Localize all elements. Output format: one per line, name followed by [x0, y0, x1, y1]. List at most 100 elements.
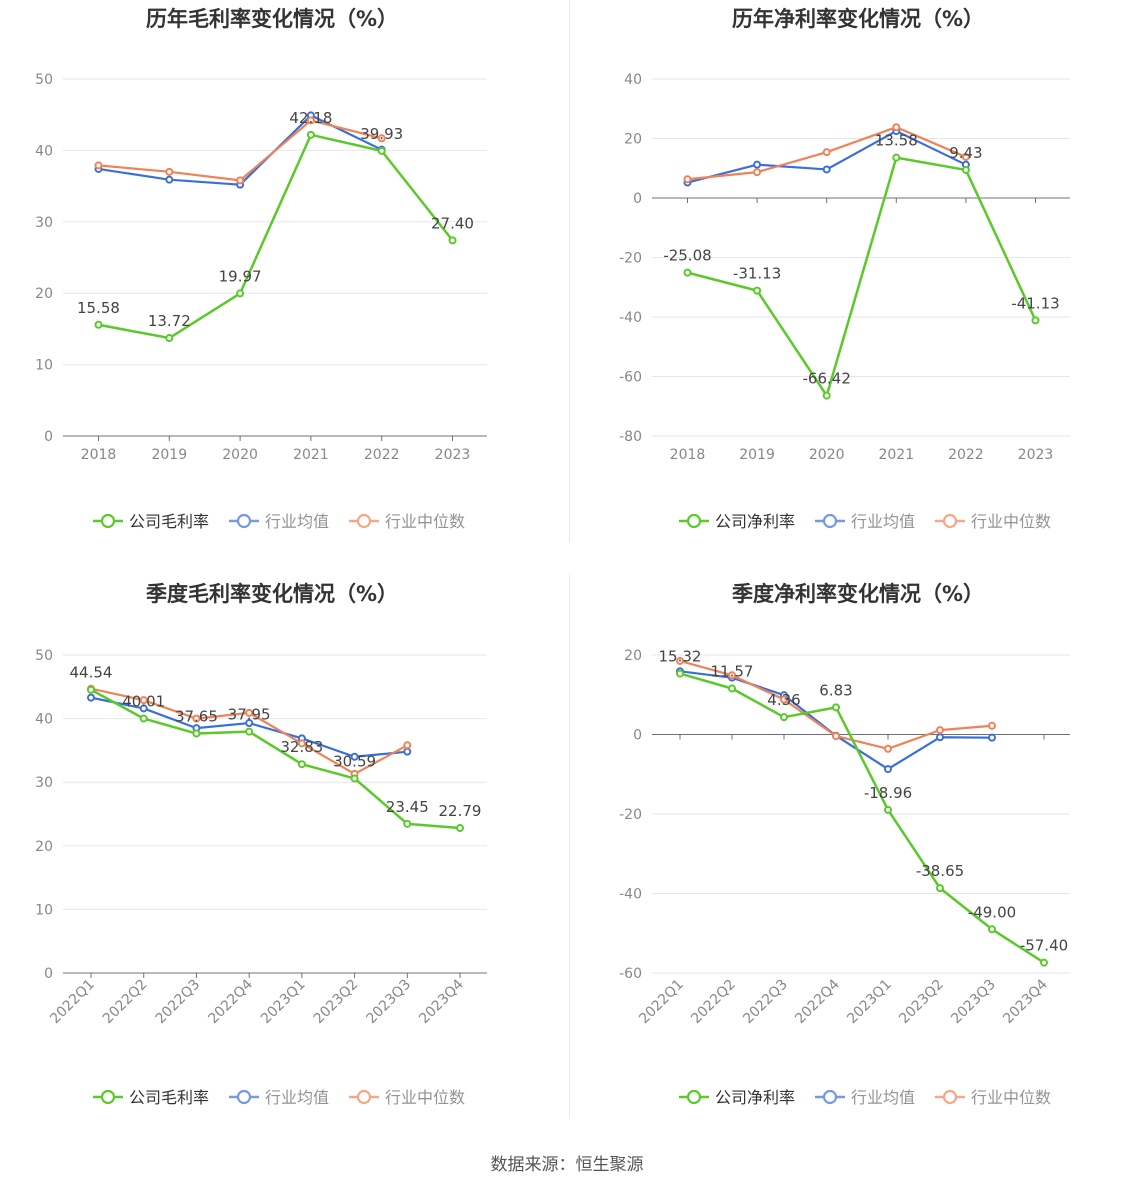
- data-point-avg: [884, 765, 892, 774]
- data-point-median: [306, 116, 315, 125]
- series-line-company: [679, 672, 1045, 964]
- legend-marker: [236, 1089, 252, 1105]
- chart-title: 季度毛利率变化情况（%）: [146, 582, 398, 606]
- x-tick-label: 2023Q2: [896, 977, 947, 1028]
- data-label: 37.65: [175, 708, 218, 726]
- data-point-company: [822, 391, 831, 400]
- data-point-median: [936, 726, 944, 735]
- y-tick-label: 40: [35, 712, 53, 728]
- y-tick-label: -20: [619, 251, 642, 267]
- data-point-company: [936, 884, 944, 893]
- data-label: 13.72: [148, 312, 191, 330]
- legend-marker: [356, 513, 372, 529]
- data-point-company: [236, 289, 245, 298]
- legend-label: 行业均值: [265, 512, 329, 531]
- x-tick-label: 2023Q1: [844, 977, 895, 1028]
- x-tick-label: 2022Q2: [688, 977, 739, 1028]
- data-point-company: [728, 684, 736, 693]
- x-tick-label: 2019: [739, 447, 775, 463]
- x-tick-label: 2022Q3: [153, 977, 204, 1028]
- data-point-median: [988, 721, 996, 730]
- data-point-median: [236, 176, 245, 185]
- data-point-median: [192, 714, 201, 723]
- y-tick-label: 0: [633, 728, 642, 744]
- chart-title: 季度净利率变化情况（%）: [732, 582, 984, 606]
- series-line-company: [98, 133, 454, 340]
- legend-label: 公司净利率: [715, 1088, 795, 1107]
- legend-marker: [686, 513, 702, 529]
- data-source-label: 数据来源：恒生聚源: [490, 1155, 644, 1175]
- y-tick-label: -40: [619, 887, 642, 903]
- data-point-avg: [87, 693, 95, 702]
- y-tick-label: 10: [35, 358, 53, 374]
- legend-marker: [822, 513, 838, 529]
- legend-label: 公司毛利率: [129, 512, 209, 531]
- data-point-avg: [753, 160, 762, 169]
- data-label: 4.36: [767, 691, 800, 709]
- legend-item-company: 公司净利率: [679, 512, 795, 531]
- legend-item-median: 行业中位数: [349, 1088, 465, 1107]
- legend-marker: [100, 1089, 116, 1105]
- data-point-avg: [139, 704, 148, 713]
- data-point-company: [165, 334, 174, 343]
- legend-item-avg: 行业均值: [229, 1088, 329, 1107]
- legend-marker: [942, 1089, 958, 1105]
- y-tick-label: 40: [624, 72, 642, 88]
- x-tick-label: 2022: [948, 447, 984, 463]
- data-point-median: [377, 134, 386, 143]
- x-tick-label: 2023: [1018, 447, 1054, 463]
- data-point-median: [94, 161, 103, 170]
- data-point-company: [377, 146, 386, 155]
- x-tick-label: 2020: [809, 447, 845, 463]
- data-label: 22.79: [439, 802, 482, 820]
- legend-marker: [822, 1089, 838, 1105]
- data-point-company: [403, 819, 412, 828]
- data-point-company: [87, 685, 95, 694]
- data-point-company: [961, 165, 970, 174]
- legend-label: 公司净利率: [715, 512, 795, 531]
- chart-panel-quarterly-gross: 季度毛利率变化情况（%） 0 10 20 30 40 50 2022Q1 2022Q2 2022Q…: [0, 575, 567, 1150]
- y-tick-label: 40: [35, 143, 53, 159]
- data-point-avg: [245, 719, 254, 728]
- x-tick-label: 2020: [222, 447, 258, 463]
- y-tick-label: 30: [35, 775, 53, 791]
- data-point-company: [456, 824, 464, 833]
- data-point-company: [350, 774, 359, 783]
- data-point-company: [448, 236, 457, 245]
- legend-item-median: 行业中位数: [935, 1088, 1051, 1107]
- data-point-median: [683, 175, 692, 184]
- legend-marker: [942, 513, 958, 529]
- y-tick-label: 50: [35, 72, 53, 88]
- y-tick-label: -80: [619, 429, 642, 445]
- data-label: 30.59: [333, 752, 376, 770]
- x-tick-label: 2023Q4: [1000, 976, 1051, 1027]
- y-tick-label: 10: [35, 902, 53, 918]
- y-tick-label: 50: [35, 648, 53, 664]
- data-point-median: [297, 739, 306, 748]
- data-label: -18.96: [864, 784, 912, 802]
- data-label: -49.00: [968, 903, 1016, 921]
- data-point-company: [753, 286, 762, 295]
- legend: 公司毛利率 行业均值 行业中位数: [93, 1088, 465, 1107]
- data-label: 32.83: [280, 738, 323, 756]
- data-label: 37.95: [228, 706, 271, 724]
- data-point-median: [753, 168, 762, 177]
- x-tick-label: 2023: [435, 447, 471, 463]
- data-point-median: [832, 732, 840, 741]
- y-tick-label: -60: [619, 370, 642, 386]
- data-point-company: [780, 713, 788, 722]
- data-label: 42.18: [289, 109, 332, 127]
- chart-panel-annual-net: 历年净利率变化情况（%） -80 -60 -40 -20 0 20 40 2018 2019 202…: [567, 0, 1134, 575]
- legend-item-company: 公司净利率: [679, 1088, 795, 1107]
- chart-annual-gross: 历年毛利率变化情况（%） 0 10 20 30 40 50 2018 2019 2020 2021 2…: [35, 7, 487, 531]
- x-tick-label: 2023Q3: [948, 977, 999, 1028]
- legend: 公司毛利率 行业均值 行业中位数: [93, 512, 465, 531]
- data-label: 27.40: [431, 214, 474, 232]
- legend-marker: [100, 513, 116, 529]
- chart-title: 历年毛利率变化情况（%）: [146, 7, 398, 31]
- y-tick-label: 30: [35, 215, 53, 231]
- data-point-median: [892, 123, 901, 132]
- legend-item-median: 行业中位数: [935, 512, 1051, 531]
- x-tick-label: 2022Q2: [100, 977, 151, 1028]
